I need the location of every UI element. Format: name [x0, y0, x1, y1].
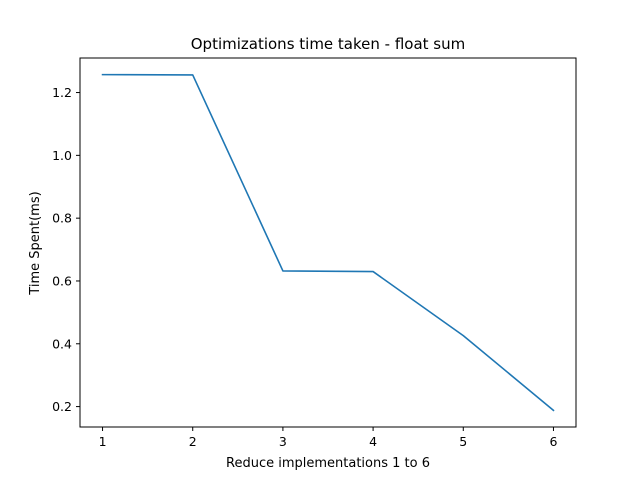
series-line [101, 73, 555, 412]
y-tick-label: 1.2 [52, 85, 72, 100]
x-tick-label: 2 [189, 434, 197, 449]
x-tick-label: 6 [549, 434, 557, 449]
x-axis-ticks: 1 2 3 4 5 6 [99, 427, 557, 449]
x-tick-label: 5 [459, 434, 467, 449]
y-tick-label: 1.0 [52, 148, 72, 163]
y-tick-label: 0.2 [52, 399, 72, 414]
x-axis-label: Reduce implementations 1 to 6 [226, 456, 430, 471]
y-tick-label: 0.4 [52, 336, 72, 351]
x-tick-label: 4 [369, 434, 377, 449]
y-axis-label: Time Spent(ms) [28, 191, 43, 295]
y-tick-label: 0.6 [52, 273, 72, 288]
chart-title: Optimizations time taken - float sum [191, 35, 466, 53]
y-tick-label: 0.8 [52, 211, 72, 226]
axes-frame [79, 57, 577, 428]
x-tick-label: 1 [99, 434, 107, 449]
x-tick-label: 3 [279, 434, 287, 449]
y-axis-ticks: 0.2 0.4 0.6 0.8 1.0 1.2 [52, 85, 80, 414]
plot-area [101, 73, 555, 412]
